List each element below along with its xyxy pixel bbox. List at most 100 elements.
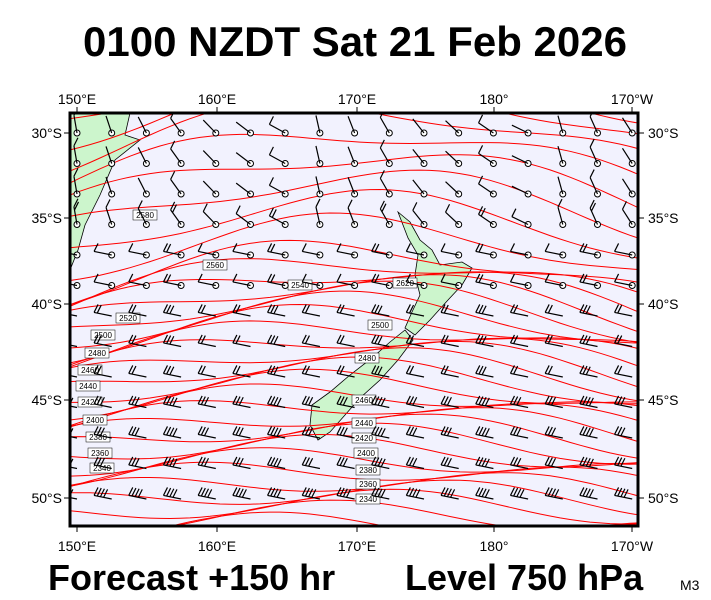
barb-flag (511, 208, 517, 217)
barb-flag (481, 366, 487, 375)
barb-flag (371, 365, 377, 374)
barb-flag (547, 487, 553, 497)
barb-shaft (137, 177, 147, 195)
contour-label: 2500 (371, 321, 389, 330)
barb-flag (620, 488, 626, 497)
barb-flag (620, 457, 626, 467)
contour-label: 2400 (357, 449, 375, 458)
barb-flag (481, 396, 487, 406)
barb-shaft (557, 145, 564, 164)
barb-flag (128, 273, 134, 283)
barb-flag (623, 489, 629, 498)
barb-shaft (545, 311, 563, 317)
barb-shaft (579, 494, 598, 500)
barb-flag (273, 457, 279, 467)
barb-shaft (336, 250, 355, 256)
barb-flag (131, 457, 137, 466)
barb-shaft (235, 213, 251, 225)
barb-flag (166, 335, 172, 344)
barb-shaft (545, 281, 563, 287)
barb-flag (99, 457, 105, 467)
barb-shaft (93, 494, 112, 500)
barb-shaft (170, 179, 182, 195)
barb-flag (405, 456, 411, 466)
barb-shaft (267, 464, 286, 470)
barb-flag (589, 199, 595, 209)
barb-flag (371, 487, 377, 496)
barb-shaft (163, 342, 182, 348)
barb-shaft (406, 403, 425, 409)
barb-flag (128, 243, 134, 252)
barb-flag (621, 201, 628, 210)
barb-flag (301, 273, 307, 283)
barb-shaft (445, 120, 460, 134)
barb-flag (481, 305, 487, 314)
barb-shaft (445, 150, 460, 164)
contour-label-box (351, 394, 377, 406)
barb-shaft (163, 281, 182, 287)
barb-flag (620, 427, 626, 436)
contour-label-box (354, 352, 380, 364)
barb-shaft (70, 405, 78, 409)
barb-flag (197, 304, 203, 313)
barb-flag (377, 366, 383, 375)
barb-flag (371, 395, 377, 405)
barb-flag (169, 488, 175, 497)
contour-label-box (132, 209, 158, 221)
barb-shaft (105, 207, 113, 225)
barb-flag (131, 335, 137, 344)
barb-flag (380, 428, 386, 437)
barb-flag (301, 426, 307, 435)
title: 0100 NZDT Sat 21 Feb 2026 (83, 18, 627, 65)
barb-shaft (347, 207, 356, 225)
barb-flag (547, 365, 553, 375)
barb-flag (200, 335, 206, 344)
barb-shaft (371, 311, 390, 317)
barb-shaft (511, 155, 529, 165)
barb-shaft (440, 372, 459, 378)
barb-flag (172, 458, 178, 468)
barb-flag (475, 334, 481, 344)
contour (70, 133, 638, 184)
barb-shaft (170, 148, 182, 164)
barb-flag (166, 243, 172, 253)
barb-flag (550, 396, 557, 406)
barb-flag (374, 335, 380, 344)
contour-label: 2580 (136, 211, 154, 220)
barb-shaft (557, 176, 564, 195)
barb-flag (170, 171, 176, 180)
barb-flag (475, 304, 481, 313)
barb-flag (614, 304, 620, 313)
barb-shaft (232, 494, 251, 500)
barb-shaft (579, 281, 598, 287)
barb-flag (478, 114, 484, 124)
barb-flag (582, 335, 588, 344)
barb-shaft (621, 209, 633, 225)
barb-flag (582, 396, 588, 405)
barb-flag (131, 487, 137, 497)
barb-flag (547, 304, 553, 314)
barb-flag (166, 396, 172, 405)
barb-flag (377, 457, 383, 467)
contour-label-box (77, 364, 103, 376)
contour-label: 2340 (93, 464, 111, 473)
lat-label: 40°S (648, 296, 679, 312)
barb-flag (475, 456, 481, 466)
barb-flag (336, 273, 342, 283)
barb-shaft (163, 311, 182, 317)
barb-flag (374, 457, 380, 466)
barb-shaft (510, 464, 529, 470)
contour-label-box (87, 447, 113, 459)
barb-shaft (163, 403, 182, 409)
barb-flag (345, 489, 352, 498)
barb-shaft (371, 372, 390, 378)
barb-shaft (510, 433, 529, 439)
barb-flag (614, 334, 620, 344)
barb-flag (440, 426, 446, 435)
barb-flag (267, 243, 273, 252)
barb-flag (103, 489, 109, 498)
barb-flag (99, 427, 105, 436)
barb-flag (614, 456, 620, 466)
barb-flag (238, 457, 244, 467)
barb-flag (235, 396, 241, 405)
